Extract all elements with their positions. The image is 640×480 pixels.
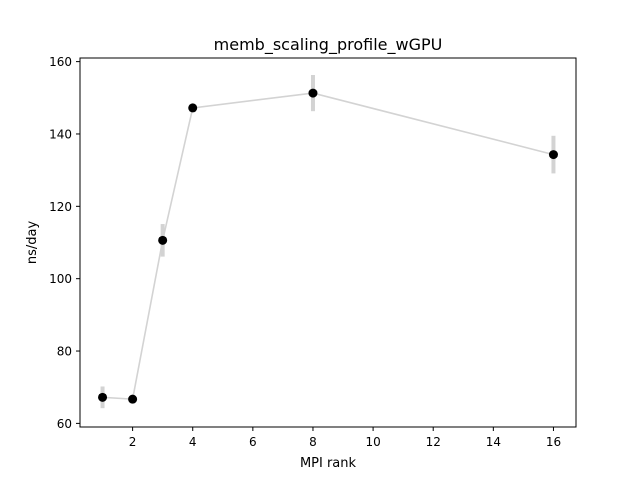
axes-layer: [79, 57, 577, 428]
y-tick-label: 140: [49, 127, 72, 141]
data-point: [128, 394, 138, 404]
data-point: [158, 235, 168, 245]
y-tick-label: 160: [49, 55, 72, 69]
data-layer: [98, 75, 558, 409]
chart-title: memb_scaling_profile_wGPU: [214, 35, 443, 55]
x-tick-label: 6: [249, 435, 257, 449]
y-axis-label: ns/day: [25, 221, 40, 265]
plot-background: [80, 58, 576, 427]
y-tick-label: 100: [49, 272, 72, 286]
y-tick-label: 80: [57, 345, 72, 359]
x-tick-label: 12: [426, 435, 441, 449]
x-tick-label: 10: [365, 435, 380, 449]
series-line: [102, 92, 554, 400]
x-tick-label: 2: [129, 435, 137, 449]
y-tick-label: 120: [49, 200, 72, 214]
data-point: [548, 150, 558, 160]
data-point: [308, 88, 318, 98]
x-tick-label: 16: [546, 435, 561, 449]
data-point: [188, 103, 198, 113]
x-axis-label: MPI rank: [300, 456, 357, 471]
axes-frame: [79, 57, 577, 428]
y-axis-ticks: 60 80 100 120 140 160: [49, 55, 80, 431]
x-tick-label: 14: [486, 435, 501, 449]
data-point: [98, 392, 108, 402]
x-tick-label: 8: [309, 435, 317, 449]
x-axis-ticks: 2 4 6 8 10 12 14 16: [129, 427, 561, 449]
plot-area: [80, 58, 576, 427]
y-tick-label: 60: [57, 417, 72, 431]
x-tick-label: 4: [189, 435, 197, 449]
